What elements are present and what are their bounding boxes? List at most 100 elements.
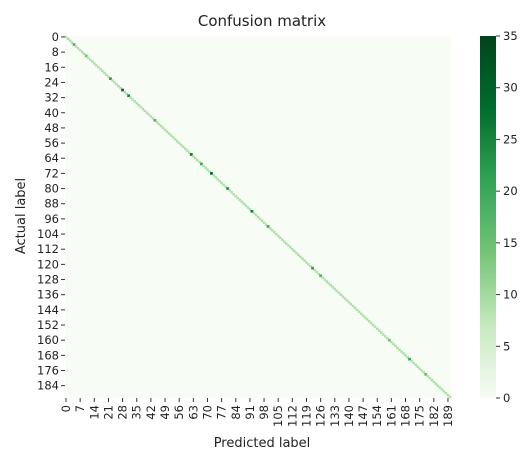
diagonal-cell <box>351 304 355 308</box>
diagonal-cell <box>412 361 415 365</box>
y-tick-label: 32 <box>44 91 59 105</box>
diagonal-cell <box>398 348 401 351</box>
diagonal-cell <box>131 98 134 101</box>
diagonal-cell <box>329 284 333 287</box>
diagonal-cell <box>212 174 215 177</box>
diagonal-cell <box>196 158 199 162</box>
x-tick-label: 42 <box>144 405 158 420</box>
x-tick-label: 133 <box>328 405 342 427</box>
diagonal-cell <box>280 238 284 241</box>
y-tick-label: 120 <box>37 257 59 271</box>
diagonal-cell <box>149 115 153 118</box>
diagonal-cell <box>371 323 375 327</box>
diagonal-cell <box>341 295 345 298</box>
diagonal-cell <box>386 337 389 340</box>
x-tick-label: 112 <box>285 405 299 427</box>
diagonal-cell <box>157 122 161 126</box>
diagonal-cell <box>402 352 405 355</box>
colorbar-tick-label: 20 <box>503 184 518 198</box>
diagonal-cell <box>224 185 227 188</box>
colorbar-tick-label: 30 <box>503 81 518 95</box>
y-tick-label: 16 <box>44 60 59 74</box>
x-tick-label: 154 <box>370 405 384 427</box>
diagonal-cell <box>432 380 436 384</box>
x-tick-label: 7 <box>73 405 87 412</box>
diagonal-cell <box>434 382 438 385</box>
diagonal-cell <box>101 69 104 73</box>
diagonal-cell <box>117 85 120 88</box>
diagonal-cell <box>179 143 183 147</box>
diagonal-cell <box>319 274 323 278</box>
y-tick-label: 0 <box>52 30 59 44</box>
diagonal-cell <box>91 60 94 63</box>
diagonal-cell <box>416 365 419 368</box>
colorbar-tick-label: 0 <box>503 391 510 405</box>
y-tick-label: 96 <box>44 212 59 226</box>
diagonal-cell <box>446 393 450 397</box>
diagonal-cell <box>151 117 155 120</box>
diagonal-cell <box>264 223 268 226</box>
x-tick-label: 126 <box>314 405 328 427</box>
diagonal-cell <box>99 67 102 71</box>
diagonal-cell <box>103 71 106 75</box>
diagonal-cell <box>208 170 211 173</box>
diagonal-cell <box>222 183 225 186</box>
diagonal-cell <box>66 37 70 41</box>
diagonal-cell <box>194 157 197 160</box>
y-tick-label: 176 <box>37 364 59 378</box>
diagonal-cell <box>355 308 359 312</box>
diagonal-cell <box>313 268 316 272</box>
x-axis-ticks: 0 7 14 21 28 35 42 49 56 63 70 77 84 91 98 105 112 119 126… <box>59 398 455 427</box>
diagonal-cell <box>64 35 68 39</box>
diagonal-cell <box>188 151 191 154</box>
diagonal-cell <box>333 287 337 291</box>
diagonal-cell <box>226 187 230 190</box>
diagonal-cell <box>369 321 373 325</box>
diagonal-cell <box>84 54 88 58</box>
x-tick-label: 189 <box>441 405 455 427</box>
diagonal-cell <box>181 145 185 149</box>
diagonal-cell <box>169 134 173 137</box>
diagonal-cell <box>115 83 118 86</box>
x-tick-label: 161 <box>384 405 398 427</box>
diagonal-cell <box>331 285 335 289</box>
diagonal-cell <box>404 354 407 357</box>
y-tick-label: 152 <box>37 318 59 332</box>
diagonal-cell <box>153 118 157 122</box>
diagonal-cell <box>97 66 100 69</box>
diagonal-cell <box>297 253 300 257</box>
colorbar-tick-label: 10 <box>503 288 518 302</box>
y-axis-ticks: 0816243240485664728088961041121201281361… <box>37 30 65 393</box>
diagonal-cell <box>390 340 393 344</box>
diagonal-cell <box>123 90 126 94</box>
diagonal-cell <box>309 265 312 268</box>
x-tick-label: 168 <box>399 405 413 427</box>
x-axis-label: Predicted label <box>214 436 311 451</box>
y-tick-label: 112 <box>37 242 59 256</box>
diagonal-cell <box>299 255 302 258</box>
diagonal-cell <box>422 371 425 374</box>
diagonal-cell <box>82 52 86 56</box>
diagonal-cell <box>311 266 314 270</box>
diagonal-cell <box>428 376 432 380</box>
diagonal-cell <box>400 350 403 353</box>
diagonal-cell <box>189 153 193 156</box>
diagonal-cell <box>143 109 147 113</box>
diagonal-cell <box>392 342 395 346</box>
x-tick-label: 98 <box>257 405 271 420</box>
chart-title: Confusion matrix <box>198 12 326 30</box>
diagonal-cell <box>373 325 377 329</box>
diagonal-cell <box>70 41 74 44</box>
diagonal-cell <box>260 219 264 222</box>
x-tick-label: 105 <box>271 405 285 427</box>
diagonal-cell <box>68 39 72 42</box>
diagonal-cell <box>258 217 262 221</box>
diagonal-cell <box>418 367 421 370</box>
diagonal-cell <box>266 225 270 228</box>
diagonal-cell <box>236 196 240 200</box>
diagonal-cell <box>105 73 108 77</box>
diagonal-cell <box>353 306 357 310</box>
diagonal-cell <box>420 369 423 372</box>
diagonal-cell <box>387 338 391 342</box>
diagonal-cell <box>72 43 76 46</box>
